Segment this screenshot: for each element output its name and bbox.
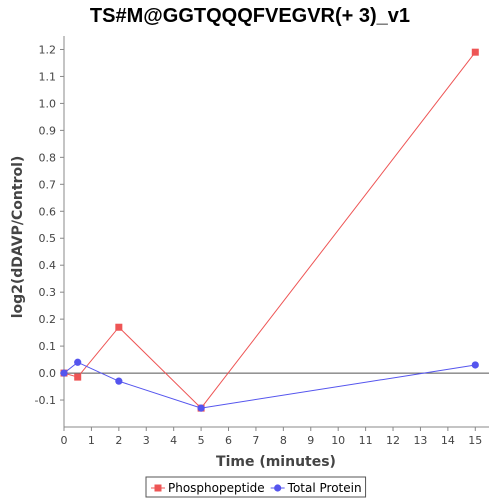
data-point-total-protein: [74, 358, 82, 366]
x-tick-label: 0: [61, 434, 68, 447]
y-tick-label: 0.6: [39, 205, 57, 218]
y-tick-label: 0.0: [39, 367, 57, 380]
data-point-phosphopeptide: [471, 48, 479, 56]
legend: Phosphopeptide Total Protein: [145, 476, 367, 498]
x-tick-label: 10: [331, 434, 345, 447]
x-tick-label: 4: [170, 434, 177, 447]
y-tick-label: 1.1: [39, 70, 57, 83]
x-axis-label: Time (minutes): [216, 454, 336, 470]
x-tick-label: 7: [252, 434, 259, 447]
x-tick-label: 12: [386, 434, 400, 447]
y-tick-label: 0.4: [39, 259, 57, 272]
y-tick-label: 1.0: [39, 97, 57, 110]
data-point-total-protein: [471, 361, 479, 369]
chart-title: TS#M@GGTQQQFVEGVR(+ 3)_v1: [90, 5, 410, 27]
legend-box: [145, 476, 367, 498]
x-tick-label: 11: [359, 434, 373, 447]
x-tick-label: 2: [115, 434, 122, 447]
data-point-phosphopeptide: [115, 323, 123, 331]
x-tick-label: 13: [413, 434, 427, 447]
legend-label-total-protein: Total Protein: [287, 481, 362, 495]
x-tick-label: 15: [468, 434, 482, 447]
x-tick-label: 5: [198, 434, 205, 447]
y-tick-label: 0.8: [39, 151, 57, 164]
y-tick-label: 1.2: [39, 43, 57, 56]
y-tick-label: 0.1: [39, 340, 57, 353]
legend-marker-phosphopeptide: [154, 484, 162, 492]
x-tick-label: 8: [280, 434, 287, 447]
y-tick-label: 0.5: [39, 232, 57, 245]
x-tick-label: 1: [88, 434, 95, 447]
legend-label-phosphopeptide: Phosphopeptide: [168, 481, 265, 495]
x-tick-label: 6: [225, 434, 232, 447]
plot-background: [64, 36, 489, 427]
data-point-total-protein: [197, 404, 205, 412]
data-point-total-protein: [60, 369, 68, 377]
x-tick-label: 9: [307, 434, 314, 447]
plot-area: -0.1 0.0 0.1 0.2 0.3 0.4 0.5 0.6 0.7 0.8 0.9 1.0 1.1…: [35, 36, 489, 447]
y-tick-label: 0.3: [39, 286, 57, 299]
data-point-total-protein: [115, 377, 123, 385]
legend-marker-total-protein: [274, 484, 282, 492]
y-tick-label: 0.7: [39, 178, 57, 191]
x-tick-label: 3: [143, 434, 150, 447]
y-tick-label: 0.9: [39, 124, 57, 137]
y-tick-label: -0.1: [35, 394, 56, 407]
y-axis-label: log2(dDAVP/Control): [10, 156, 26, 319]
data-point-phosphopeptide: [74, 373, 82, 381]
x-tick-label: 14: [441, 434, 455, 447]
y-tick-label: 0.2: [39, 313, 57, 326]
